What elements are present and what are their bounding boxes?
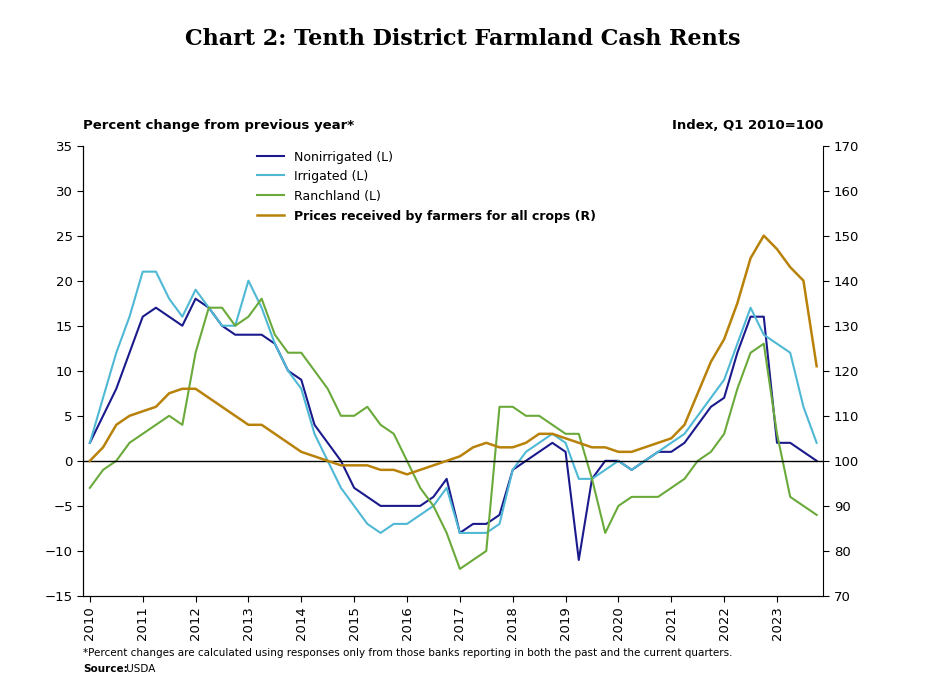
Text: Chart 2: Tenth District Farmland Cash Rents: Chart 2: Tenth District Farmland Cash Re… — [185, 28, 740, 50]
Ranchland (L) — [586, 475, 598, 483]
Irrigated (L) — [97, 394, 108, 402]
Prices received by farmers for all crops (R) — [652, 439, 663, 447]
Irrigated (L) — [560, 439, 571, 447]
Ranchland (L) — [666, 484, 677, 492]
Irrigated (L) — [137, 267, 148, 276]
Ranchland (L) — [811, 511, 822, 519]
Nonirrigated (L) — [586, 475, 598, 483]
Nonirrigated (L) — [97, 412, 108, 420]
Nonirrigated (L) — [507, 466, 518, 474]
Line: Ranchland (L): Ranchland (L) — [90, 299, 817, 569]
Line: Nonirrigated (L): Nonirrigated (L) — [90, 299, 817, 560]
Nonirrigated (L) — [362, 493, 373, 501]
Ranchland (L) — [256, 295, 267, 303]
Nonirrigated (L) — [547, 439, 558, 447]
Ranchland (L) — [84, 484, 95, 492]
Text: *Percent changes are calculated using responses only from those banks reporting : *Percent changes are calculated using re… — [83, 648, 733, 658]
Nonirrigated (L) — [666, 448, 677, 456]
Prices received by farmers for all crops (R) — [547, 430, 558, 438]
Irrigated (L) — [84, 439, 95, 447]
Prices received by farmers for all crops (R) — [507, 444, 518, 452]
Ranchland (L) — [560, 430, 571, 438]
Line: Irrigated (L): Irrigated (L) — [90, 272, 817, 533]
Text: Index, Q1 2010=100: Index, Q1 2010=100 — [672, 119, 823, 132]
Ranchland (L) — [97, 466, 108, 474]
Prices received by farmers for all crops (R) — [401, 471, 413, 479]
Nonirrigated (L) — [190, 295, 201, 303]
Prices received by farmers for all crops (R) — [84, 457, 95, 465]
Irrigated (L) — [521, 448, 532, 456]
Text: Source:: Source: — [83, 664, 128, 674]
Ranchland (L) — [454, 565, 465, 573]
Nonirrigated (L) — [84, 439, 95, 447]
Prices received by farmers for all crops (R) — [811, 362, 822, 371]
Nonirrigated (L) — [574, 556, 585, 564]
Ranchland (L) — [521, 412, 532, 420]
Prices received by farmers for all crops (R) — [758, 231, 770, 240]
Nonirrigated (L) — [811, 457, 822, 465]
Irrigated (L) — [362, 520, 373, 528]
Irrigated (L) — [666, 439, 677, 447]
Line: Prices received by farmers for all crops (R): Prices received by farmers for all crops… — [90, 236, 817, 475]
Text: USDA: USDA — [123, 664, 155, 674]
Ranchland (L) — [362, 403, 373, 411]
Text: Percent change from previous year*: Percent change from previous year* — [83, 119, 354, 132]
Irrigated (L) — [586, 475, 598, 483]
Prices received by farmers for all crops (R) — [97, 444, 108, 452]
Irrigated (L) — [811, 439, 822, 447]
Legend: Nonirrigated (L), Irrigated (L), Ranchland (L), Prices received by farmers for a: Nonirrigated (L), Irrigated (L), Ranchla… — [252, 146, 601, 228]
Irrigated (L) — [375, 529, 386, 537]
Prices received by farmers for all crops (R) — [574, 439, 585, 447]
Prices received by farmers for all crops (R) — [349, 462, 360, 470]
